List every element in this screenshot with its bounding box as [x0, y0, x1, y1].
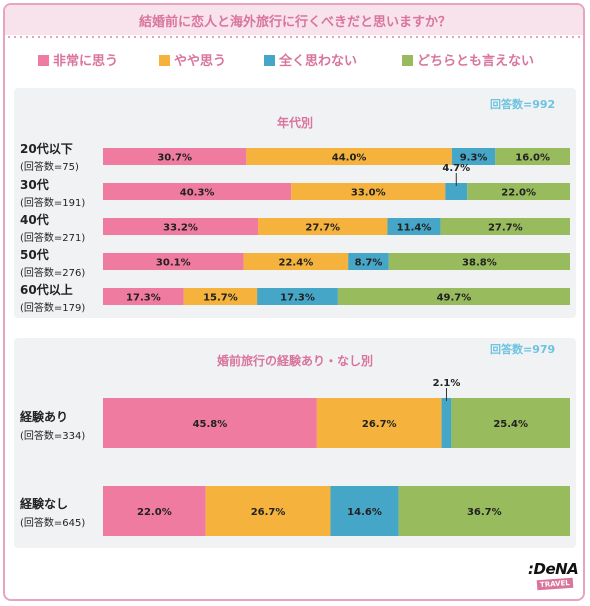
- data-label: 16.0%: [515, 153, 550, 164]
- legend-swatch: [402, 55, 413, 66]
- row-count: (回答数=334): [20, 431, 86, 442]
- data-label: 17.3%: [280, 293, 315, 304]
- bar-segment: [441, 398, 452, 448]
- bar-segment: [316, 398, 442, 448]
- bar-segment: [103, 486, 206, 536]
- bar-segment: [451, 398, 570, 448]
- data-label: 22.4%: [279, 258, 314, 269]
- row-label: 60代以上: [20, 283, 73, 297]
- legend-label: 全く思わない: [279, 54, 358, 69]
- legend-label: やや思う: [174, 54, 227, 69]
- data-label: 17.3%: [126, 293, 161, 304]
- bar-segment: [103, 288, 184, 305]
- row-count: (回答数=75): [20, 162, 79, 173]
- legend-swatch: [38, 55, 49, 66]
- bar-segment: [440, 218, 570, 235]
- bar-segment: [348, 253, 389, 270]
- bar-segment: [258, 218, 388, 235]
- logo-wordmark: :DeNA: [528, 560, 579, 578]
- title-band: [5, 5, 583, 35]
- row-count: (回答数=271): [20, 233, 86, 244]
- data-label: 27.7%: [488, 223, 523, 234]
- data-label: 44.0%: [332, 153, 367, 164]
- row-count: (回答数=191): [20, 198, 86, 209]
- data-label: 27.7%: [305, 223, 340, 234]
- row-count: (回答数=645): [20, 518, 86, 529]
- data-label: 14.6%: [347, 507, 382, 518]
- data-label: 45.8%: [193, 419, 228, 430]
- bar-segment: [451, 148, 496, 165]
- legend-swatch: [159, 55, 170, 66]
- bar-segment: [103, 183, 292, 200]
- row-count: (回答数=276): [20, 268, 86, 279]
- data-label: 33.2%: [163, 223, 198, 234]
- data-label: 11.4%: [397, 223, 432, 234]
- bar-segment: [103, 398, 317, 448]
- data-label: 15.7%: [203, 293, 238, 304]
- data-label: 33.0%: [351, 188, 386, 199]
- bar-segment: [257, 288, 338, 305]
- row-label: 50代: [20, 248, 49, 262]
- bar-segment: [495, 148, 570, 165]
- legend-swatch: [264, 55, 275, 66]
- data-label: 26.7%: [251, 507, 286, 518]
- row-label: 20代以下: [20, 142, 73, 156]
- experience-section-title: 婚前旅行の経験あり・なし別: [216, 354, 373, 368]
- bar-segment: [103, 253, 244, 270]
- legend-label: どちらとも言えない: [417, 54, 535, 69]
- data-label: 8.7%: [355, 258, 383, 269]
- legend-item-neither: どちらとも言えない: [402, 50, 534, 69]
- bar-segment: [398, 486, 570, 536]
- experience-sample-size: 回答数=979: [490, 343, 556, 356]
- legend-item-very-much: 非常に思う: [38, 50, 118, 69]
- bar-segment: [387, 218, 441, 235]
- data-label: 4.7%: [442, 163, 470, 174]
- row-label: 40代: [20, 213, 49, 227]
- data-label: 36.7%: [467, 507, 502, 518]
- age-sample-size: 回答数=992: [490, 98, 556, 111]
- data-label: 49.7%: [437, 293, 472, 304]
- row-count: (回答数=179): [20, 303, 86, 314]
- bar-segment: [103, 218, 259, 235]
- data-label: 22.0%: [137, 507, 172, 518]
- data-label: 2.1%: [433, 378, 461, 389]
- data-label: 9.3%: [460, 153, 488, 164]
- legend-label: 非常に思う: [53, 54, 119, 69]
- row-label: 経験あり: [20, 410, 69, 424]
- data-label: 25.4%: [493, 419, 528, 430]
- bar-segment: [183, 288, 258, 305]
- bar-segment: [337, 288, 570, 305]
- bar-segment: [103, 148, 247, 165]
- bar-segment: [246, 148, 452, 165]
- row-label: 30代: [20, 178, 49, 192]
- bar-segment: [467, 183, 570, 200]
- legend: 非常に思う やや思う 全く思わない どちらとも言えない: [18, 50, 578, 70]
- bar-segment: [291, 183, 446, 200]
- bar-segment: [205, 486, 331, 536]
- chart-title: 結婚前に恋人と海外旅行に行くべきだと思いますか？: [138, 15, 451, 30]
- row-label: 経験なし: [20, 497, 69, 511]
- age-section-title: 年代別: [276, 116, 313, 130]
- data-label: 30.1%: [156, 258, 191, 269]
- age-panel: [14, 88, 576, 318]
- logo-subtitle: TRAVEL: [536, 577, 574, 591]
- bar-segment: [445, 183, 468, 200]
- data-label: 30.7%: [157, 153, 192, 164]
- bar-segment: [388, 253, 570, 270]
- data-label: 40.3%: [180, 188, 215, 199]
- data-label: 22.0%: [501, 188, 536, 199]
- data-label: 26.7%: [362, 419, 397, 430]
- bar-segment: [243, 253, 349, 270]
- data-label: 38.8%: [462, 258, 497, 269]
- bar-segment: [330, 486, 399, 536]
- dena-travel-logo: :DeNA TRAVEL: [528, 560, 580, 594]
- legend-item-somewhat: やや思う: [159, 50, 226, 69]
- legend-item-not-at-all: 全く思わない: [264, 50, 357, 69]
